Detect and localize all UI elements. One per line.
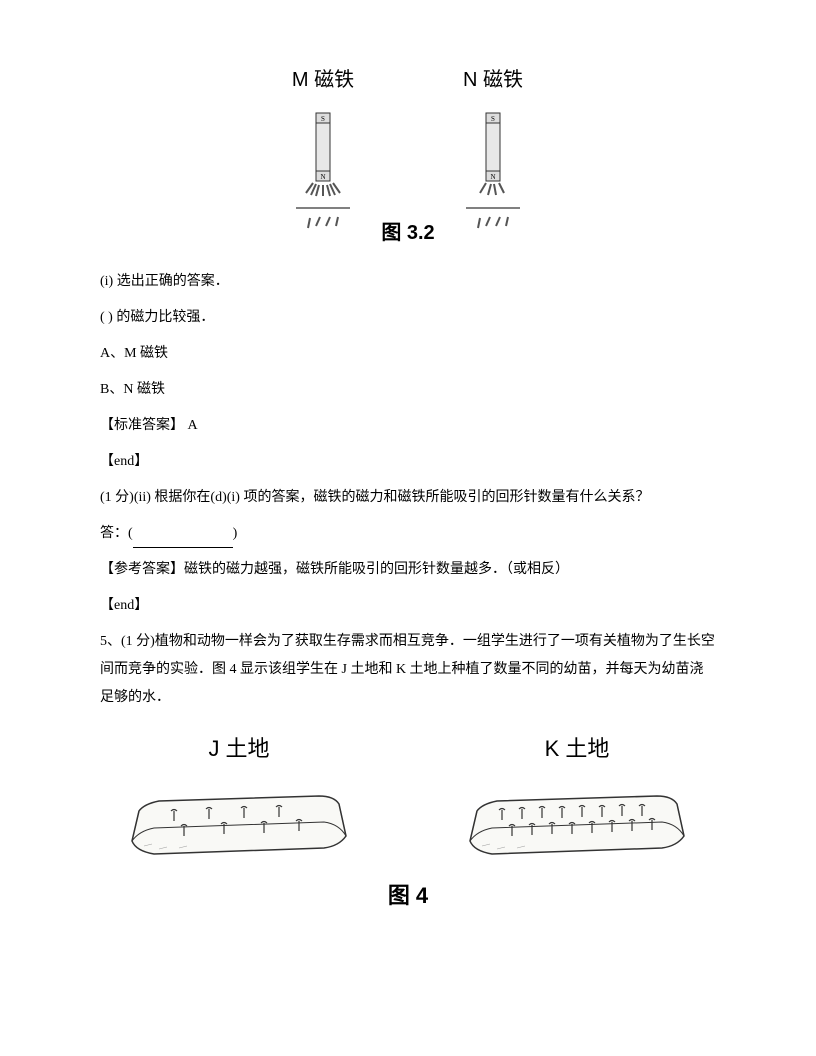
land-k-label: K 土地 <box>545 727 610 771</box>
figure-3-2-caption: 图 3.2 <box>100 213 716 253</box>
svg-text:S: S <box>321 115 325 123</box>
q-i-end: 【end】 <box>100 448 716 476</box>
magnet-m-svg: S N <box>278 108 368 238</box>
ans-prefix: 答：( <box>100 526 133 541</box>
land-k-svg <box>462 776 692 866</box>
magnet-n-block: N 磁铁 S N <box>448 60 538 238</box>
svg-text:S: S <box>491 115 495 123</box>
figure-4-caption: 图 4 <box>100 874 716 918</box>
figure-land: J 土地 K 土地 <box>100 727 716 866</box>
land-j-svg <box>124 776 354 866</box>
q-ii-answer-line: 答：() <box>100 520 716 548</box>
magnet-n-label: N 磁铁 <box>463 60 523 100</box>
q-ii-stem: (1 分)(ii) 根据你在(d)(i) 项的答案，磁铁的磁力和磁铁所能吸引的回… <box>100 484 716 512</box>
land-j-label: J 土地 <box>208 727 269 771</box>
ans-suffix: ) <box>233 526 238 541</box>
q-i-option-a: A、M 磁铁 <box>100 340 716 368</box>
q-i-answer: 【标准答案】 A <box>100 412 716 440</box>
svg-text:N: N <box>490 173 495 181</box>
figure-magnets: M 磁铁 S N N 磁铁 <box>100 60 716 238</box>
magnet-m-block: M 磁铁 S N <box>278 60 368 238</box>
land-k-block: K 土地 <box>462 727 692 866</box>
q-i-option-b: B、N 磁铁 <box>100 376 716 404</box>
q5-stem: 5、(1 分)植物和动物一样会为了获取生存需求而相互竞争．一组学生进行了一项有关… <box>100 628 716 712</box>
magnet-m-label: M 磁铁 <box>292 60 354 100</box>
q-i-prompt: ( ) 的磁力比较强． <box>100 304 716 332</box>
q-ii-ref-answer: 【参考答案】磁铁的磁力越强，磁铁所能吸引的回形针数量越多．（或相反） <box>100 556 716 584</box>
magnet-n-svg: S N <box>448 108 538 238</box>
q-i-stem: (i) 选出正确的答案． <box>100 268 716 296</box>
land-j-block: J 土地 <box>124 727 354 866</box>
q-ii-end: 【end】 <box>100 592 716 620</box>
svg-text:N: N <box>320 173 325 181</box>
answer-blank <box>133 531 233 548</box>
